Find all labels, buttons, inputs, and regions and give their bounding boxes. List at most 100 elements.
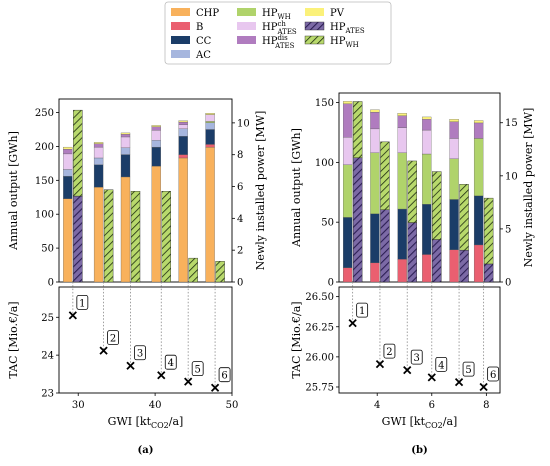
left-tick-label: 0 <box>328 278 334 289</box>
output-bar-cc-6 <box>473 195 484 246</box>
power-bar-hpates-1 <box>352 157 363 283</box>
output-bar-cc-5 <box>449 199 459 250</box>
power-bar-hpwh-2 <box>380 141 390 210</box>
legend-swatch-pv <box>305 8 324 16</box>
power-bar-hpwh-5 <box>188 257 198 283</box>
output-bar-hpdis-1 <box>342 103 353 138</box>
output-bar-hpdis-2 <box>370 111 380 130</box>
tac-tick-label: 26.25 <box>305 322 334 333</box>
power-bar-hpwh-5 <box>459 184 469 251</box>
output-bar-hpch-1 <box>342 137 353 165</box>
power-bar-hpwh-4 <box>161 191 171 283</box>
output-bar-hpwh-6 <box>473 138 484 197</box>
power-bar-hpates-3 <box>407 222 417 283</box>
left-tick-label: 100 <box>35 210 54 221</box>
left-tick-label: 50 <box>321 218 334 229</box>
solution-label: 3 <box>414 353 420 364</box>
tac-plot-frame <box>58 286 233 394</box>
legend-label-hpwh: HPWH <box>262 8 291 21</box>
tac-marker <box>427 373 436 382</box>
output-bar-cc-3 <box>397 208 407 260</box>
tac-tick-label: 25.75 <box>305 382 334 393</box>
power-bar-hpwh-4 <box>432 171 442 240</box>
solution-label-box <box>107 330 119 346</box>
panel-caption: (a) <box>138 445 154 456</box>
output-bar-hpwh-4 <box>422 153 432 205</box>
output-bar-pv-5 <box>178 120 188 123</box>
power-bar-hpwh-3 <box>130 191 141 283</box>
output-bar-cc-1 <box>342 217 353 268</box>
legend-swatch-hpwh <box>237 8 256 16</box>
output-bar-hpch-4 <box>151 130 161 141</box>
output-bar-hpch-5 <box>449 138 459 159</box>
output-bar-hpch-1 <box>63 153 73 170</box>
bar-plot-frame <box>338 92 501 283</box>
tac-marker <box>375 359 385 369</box>
x-tick-label: 4 <box>374 400 380 411</box>
output-bar-pv-6 <box>205 113 215 115</box>
power-bar-hpates-4 <box>432 239 442 283</box>
legend-label-hpates_new: HPATES <box>330 22 365 35</box>
legend-swatch-hpdis <box>237 36 256 44</box>
power-bar-hpwh-3 <box>407 160 417 223</box>
output-bar-ac-4 <box>151 140 161 148</box>
output-bar-pv-2 <box>370 109 380 113</box>
left-tick-label: 150 <box>35 176 54 187</box>
legend-box <box>164 1 392 65</box>
output-bar-hpdis-5 <box>178 121 188 125</box>
tac-marker <box>184 377 193 386</box>
output-bar-pv-6 <box>473 120 484 124</box>
tac-marker <box>210 383 220 392</box>
tac-marker <box>157 371 166 380</box>
output-bar-ac-3 <box>120 147 131 155</box>
power-bar-hpates-1 <box>73 195 83 283</box>
right-tick-label: 15 <box>505 118 518 129</box>
left-axis-title: Annual output [GWh] <box>7 131 20 251</box>
output-bar-b-5 <box>449 249 459 283</box>
output-bar-cc-3 <box>120 154 131 178</box>
legend-swatch-hpwh_new <box>304 35 325 45</box>
power-bar-hpates-2 <box>380 209 390 283</box>
output-bar-hpwh-3 <box>397 152 407 210</box>
solution-label: 4 <box>438 360 444 371</box>
right-tick-label: 10 <box>237 118 250 129</box>
output-bar-pv-3 <box>397 113 407 116</box>
solution-label-box <box>435 356 448 372</box>
output-bar-b-6 <box>205 144 215 148</box>
output-bar-b-4 <box>422 254 432 283</box>
legend-swatch-cc <box>171 36 190 44</box>
tac-marker <box>479 382 488 392</box>
tac-plot-frame <box>338 286 501 394</box>
x-tick-label: 8 <box>483 400 489 411</box>
left-axis-title: Annual output [GWh] <box>290 128 303 248</box>
legend-label-cc: CC <box>196 36 212 47</box>
legend-swatch-hpates_new <box>304 21 325 31</box>
right-tick-label: 8 <box>237 150 243 161</box>
output-bar-pv-1 <box>63 146 73 150</box>
output-bar-cc-1 <box>63 176 73 199</box>
output-bar-pv-4 <box>151 125 161 127</box>
output-bar-hpch-5 <box>178 124 188 129</box>
solution-label: 5 <box>194 365 200 376</box>
output-bar-b-1 <box>342 267 353 283</box>
power-bar-hpwh-1 <box>73 109 83 197</box>
output-bar-chp-6 <box>205 146 215 283</box>
solution-label: 4 <box>168 358 174 369</box>
left-tick-label: 50 <box>41 244 54 255</box>
output-bar-hpch-3 <box>120 136 131 148</box>
power-bar-hpates-5 <box>459 249 469 283</box>
solution-label-box <box>164 354 177 370</box>
solution-label-box <box>462 361 475 377</box>
legend-label-hpch: HPch ATES <box>262 20 297 36</box>
right-tick-label: 0 <box>237 278 243 289</box>
output-bar-pv-3 <box>120 132 131 135</box>
solution-label-box <box>410 349 423 365</box>
x-axis-title: GWI [ktCO2/a] <box>108 415 184 430</box>
legend-label-hpwh_new: HPWH <box>330 36 359 49</box>
left-tick-label: 0 <box>48 278 54 289</box>
tac-tick-label: 26.50 <box>305 292 334 303</box>
